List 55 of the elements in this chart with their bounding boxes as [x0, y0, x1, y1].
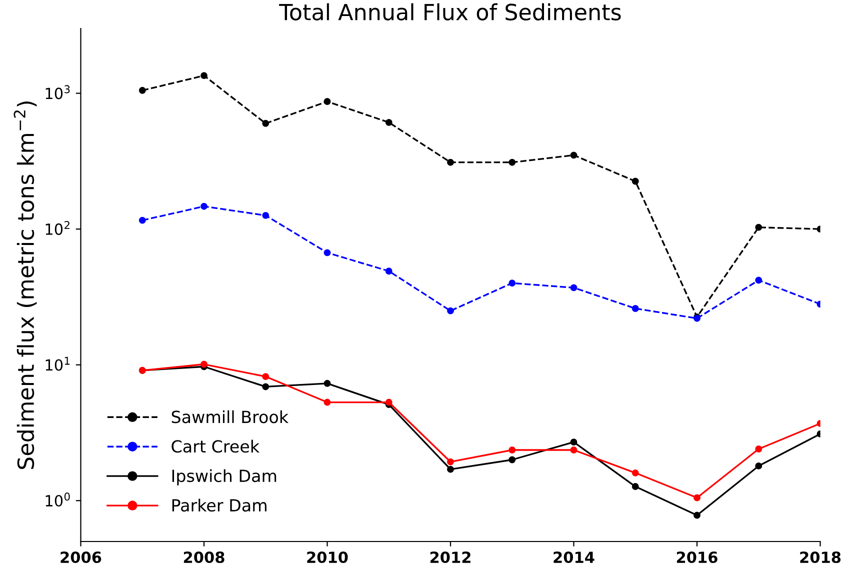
x-tick-label: 2014: [554, 551, 594, 564]
point: [138, 216, 146, 224]
point: [262, 383, 270, 390]
point: [508, 446, 516, 454]
point: [508, 456, 516, 464]
point: [694, 494, 700, 502]
x-tick-label: 2012: [430, 551, 470, 564]
point: [262, 373, 270, 380]
chart-title: Total Annual Flux of Sediments: [279, 3, 621, 20]
point: [570, 446, 578, 454]
y-axis-title: Sediment flux (metric tons km$^{−2}$): [14, 102, 37, 469]
legend-label: Sawmill Brook: [172, 410, 289, 424]
point: [570, 152, 578, 159]
point: [385, 118, 392, 126]
x-tick-label: 2018: [800, 551, 841, 564]
x-tick-label: 2008: [184, 551, 224, 564]
point: [508, 280, 516, 287]
point: [447, 307, 454, 314]
point: [138, 86, 146, 94]
point: [632, 305, 639, 312]
point: [570, 438, 578, 446]
point: [200, 360, 208, 368]
point: [755, 224, 762, 231]
point: [632, 178, 639, 185]
point: [262, 120, 270, 127]
point: [200, 202, 208, 210]
point: [324, 398, 331, 406]
point: [570, 284, 578, 292]
point: [755, 462, 762, 470]
point: [385, 398, 392, 406]
point: [324, 249, 331, 256]
point: [632, 469, 639, 476]
y-tick-label: 10$^{1}$: [46, 356, 70, 371]
point: [755, 276, 762, 284]
x-tick-label: 2016: [676, 551, 718, 564]
legend-label: Parker Dam: [172, 498, 266, 512]
y-tick-label: 10$^{0}$: [46, 492, 70, 507]
y-tick-label: 10$^{2}$: [46, 220, 70, 235]
point: [385, 268, 392, 275]
point: [324, 98, 331, 105]
point: [447, 466, 454, 473]
point: [200, 72, 208, 80]
x-tick-label: 2010: [307, 551, 348, 564]
point: [324, 380, 331, 387]
y-tick-label: 10$^{3}$: [46, 85, 70, 100]
point: [755, 446, 762, 452]
point: [694, 512, 700, 519]
point: [508, 158, 516, 166]
point: [262, 212, 270, 219]
legend-label: Ipswich Dam: [172, 469, 276, 486]
x-tick-label: 2006: [60, 551, 102, 564]
point: [447, 458, 454, 466]
point: [447, 158, 454, 166]
legend-label: Cart Creek: [172, 440, 260, 453]
point: [632, 483, 639, 490]
